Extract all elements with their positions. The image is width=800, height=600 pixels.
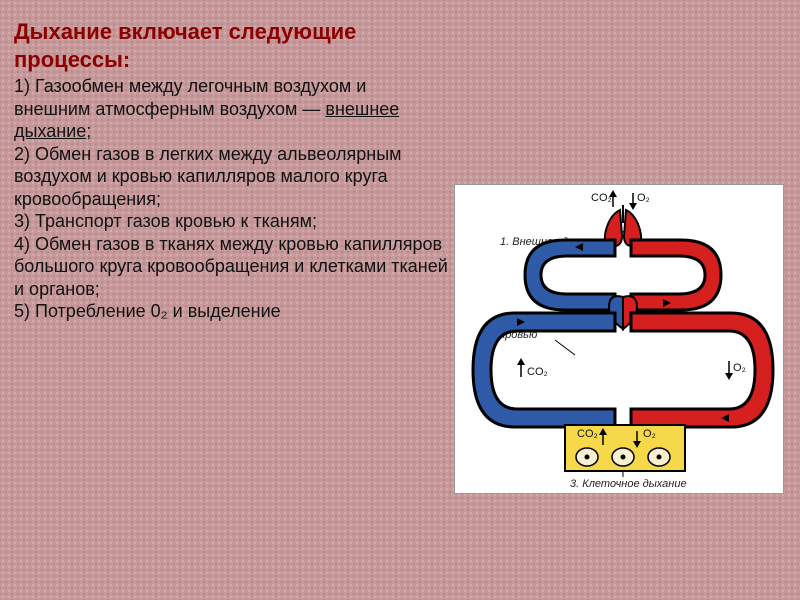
- pulmonary-venous: [525, 240, 615, 310]
- paragraphs: 1) Газообмен между легочным воздухом и в…: [14, 75, 449, 323]
- p2: 2) Обмен газов в легких между альвеолярн…: [14, 144, 402, 209]
- p1-b: внешним атмосферным воздухом —: [14, 99, 325, 119]
- o2-systemic: O₂: [725, 361, 746, 380]
- p5: 5) Потребление 0₂ и выделение: [14, 301, 281, 321]
- p1-a: 1) Газообмен между легочным воздухом и: [14, 76, 366, 96]
- systemic-arterial: [631, 313, 773, 427]
- svg-text:O₂: O₂: [733, 362, 746, 374]
- diagram-column: 1. Внешнее дыхание CO₂ O₂: [449, 18, 790, 600]
- p4: 4) Обмен газов в тканях между кровью кап…: [14, 234, 448, 299]
- pulmonary-arterial: [631, 240, 721, 310]
- p3: 3) Транспорт газов кровью к тканям;: [14, 211, 317, 231]
- diagram: 1. Внешнее дыхание CO₂ O₂: [454, 184, 784, 494]
- svg-text:CO₂: CO₂: [591, 192, 612, 204]
- top-gas-arrows: CO₂ O₂: [591, 190, 650, 210]
- svg-text:O₂: O₂: [637, 192, 650, 204]
- svg-text:CO₂: CO₂: [577, 428, 598, 440]
- co2-systemic: CO₂: [517, 358, 548, 378]
- text-column: Дыхание включает следующие процессы: 1) …: [14, 18, 449, 600]
- label-3: 3. Клеточное дыхание: [570, 478, 687, 490]
- svg-text:O₂: O₂: [643, 428, 656, 440]
- svg-text:CO₂: CO₂: [527, 366, 548, 378]
- title: Дыхание включает следующие процессы:: [14, 18, 449, 73]
- title-text: Дыхание включает следующие процессы: [14, 19, 356, 72]
